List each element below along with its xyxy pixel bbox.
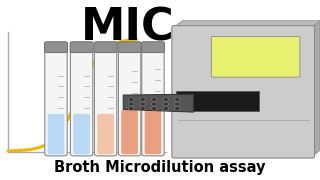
Polygon shape bbox=[123, 94, 194, 112]
FancyBboxPatch shape bbox=[73, 114, 90, 154]
FancyBboxPatch shape bbox=[94, 42, 117, 53]
FancyBboxPatch shape bbox=[142, 49, 164, 156]
FancyBboxPatch shape bbox=[118, 49, 141, 156]
Circle shape bbox=[140, 107, 145, 110]
Circle shape bbox=[164, 107, 168, 110]
FancyBboxPatch shape bbox=[48, 114, 64, 154]
Circle shape bbox=[175, 107, 180, 110]
Circle shape bbox=[175, 103, 180, 105]
Circle shape bbox=[176, 108, 179, 109]
Circle shape bbox=[153, 103, 156, 105]
Circle shape bbox=[152, 98, 156, 101]
Circle shape bbox=[164, 99, 167, 100]
Circle shape bbox=[141, 99, 144, 100]
Circle shape bbox=[130, 99, 133, 100]
Circle shape bbox=[141, 108, 144, 109]
FancyBboxPatch shape bbox=[70, 42, 93, 53]
Circle shape bbox=[164, 103, 167, 105]
Circle shape bbox=[153, 108, 156, 109]
Circle shape bbox=[152, 107, 156, 110]
Circle shape bbox=[152, 103, 156, 105]
FancyBboxPatch shape bbox=[94, 49, 117, 156]
Circle shape bbox=[129, 103, 133, 105]
Polygon shape bbox=[174, 21, 320, 27]
Circle shape bbox=[129, 98, 133, 101]
Bar bbox=[176, 91, 259, 111]
FancyBboxPatch shape bbox=[141, 42, 164, 53]
Circle shape bbox=[175, 98, 180, 101]
Circle shape bbox=[164, 103, 168, 105]
FancyBboxPatch shape bbox=[145, 108, 161, 154]
Circle shape bbox=[130, 103, 133, 105]
Text: MIC: MIC bbox=[81, 6, 175, 49]
FancyBboxPatch shape bbox=[211, 37, 300, 77]
FancyBboxPatch shape bbox=[172, 26, 315, 158]
Circle shape bbox=[164, 108, 167, 109]
Circle shape bbox=[176, 99, 179, 100]
Circle shape bbox=[153, 99, 156, 100]
Polygon shape bbox=[312, 21, 320, 157]
FancyBboxPatch shape bbox=[44, 42, 68, 53]
FancyBboxPatch shape bbox=[45, 49, 67, 156]
Circle shape bbox=[140, 103, 145, 105]
FancyBboxPatch shape bbox=[70, 49, 93, 156]
FancyBboxPatch shape bbox=[121, 110, 138, 154]
Circle shape bbox=[176, 103, 179, 105]
Circle shape bbox=[129, 107, 133, 110]
Circle shape bbox=[140, 98, 145, 101]
FancyBboxPatch shape bbox=[118, 42, 141, 53]
Circle shape bbox=[141, 103, 144, 105]
Circle shape bbox=[130, 108, 133, 109]
Text: Broth Microdilution assay: Broth Microdilution assay bbox=[54, 160, 266, 175]
Circle shape bbox=[164, 98, 168, 101]
FancyBboxPatch shape bbox=[97, 114, 114, 154]
